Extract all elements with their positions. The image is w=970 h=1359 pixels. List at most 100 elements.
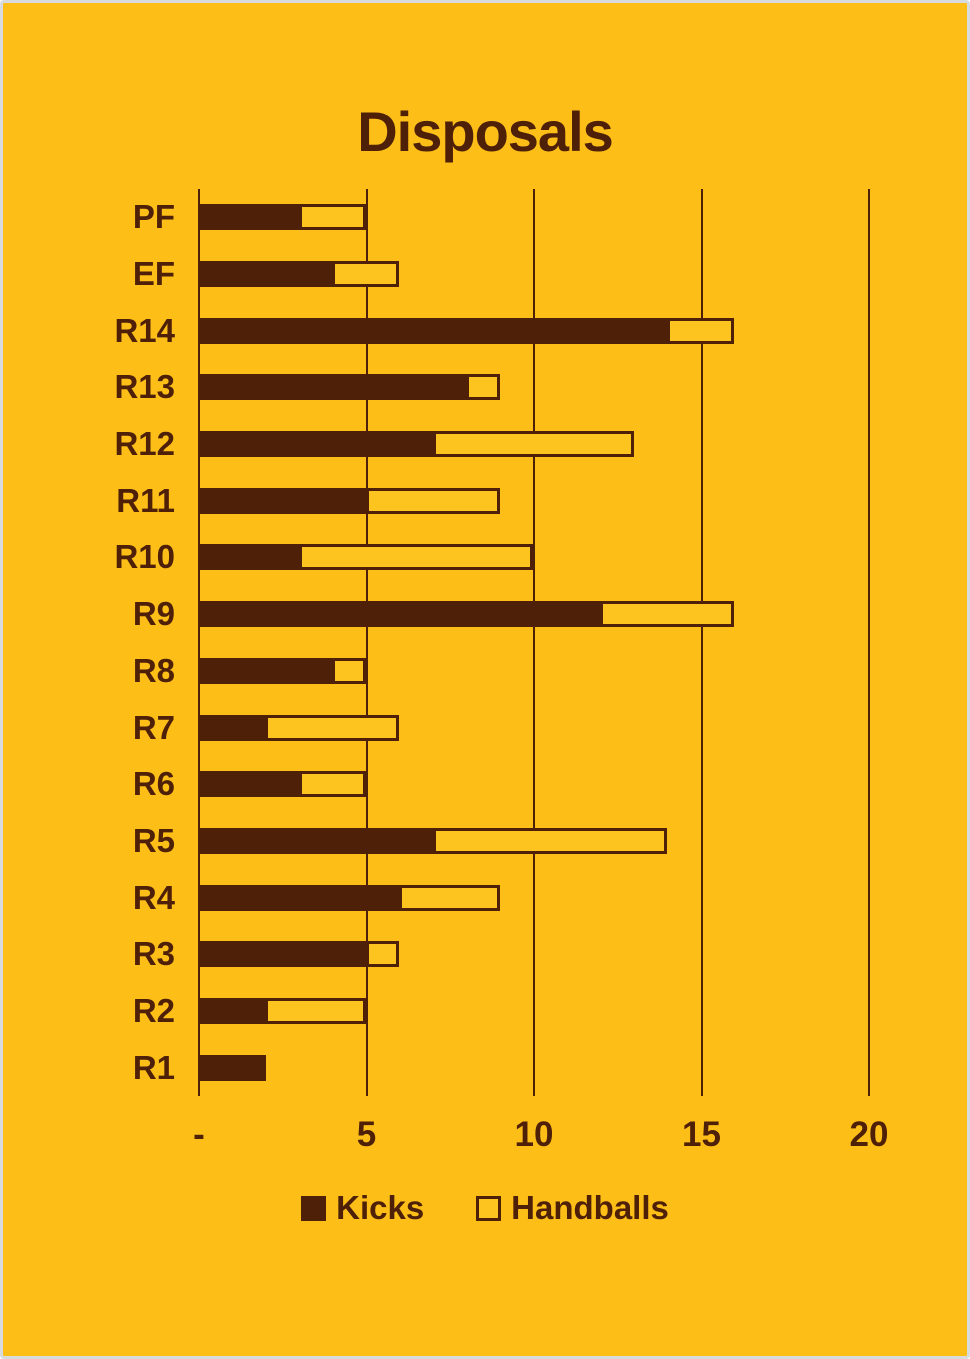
gridline-20 xyxy=(868,189,870,1096)
handballs-segment-R2 xyxy=(265,997,366,1024)
bar-row-PF xyxy=(199,204,869,231)
bar-row-R9 xyxy=(199,601,869,628)
stacked-bar-R9 xyxy=(199,601,734,628)
bar-row-EF xyxy=(199,261,869,288)
legend: Kicks Handballs xyxy=(3,1189,967,1227)
handballs-segment-R12 xyxy=(432,431,634,458)
bar-row-R2 xyxy=(199,997,869,1024)
stacked-bar-R2 xyxy=(199,997,366,1024)
stacked-bar-R8 xyxy=(199,657,366,684)
category-label-R4: R4 xyxy=(132,878,175,916)
bar-row-R13 xyxy=(199,374,869,401)
handballs-segment-R6 xyxy=(298,771,366,798)
kicks-segment-R7 xyxy=(199,714,266,741)
kicks-segment-R8 xyxy=(199,657,333,684)
kicks-segment-EF xyxy=(199,261,333,288)
stacked-bar-R14 xyxy=(199,317,734,344)
category-label-R9: R9 xyxy=(132,595,175,633)
stacked-bar-EF xyxy=(199,261,399,288)
stacked-bar-R10 xyxy=(199,544,533,571)
bar-row-R4 xyxy=(199,884,869,911)
gridline-15 xyxy=(700,189,703,1096)
handballs-segment-R13 xyxy=(466,374,500,401)
x-axis-labels: - 5 10 15 20 xyxy=(3,1115,967,1165)
kicks-segment-R12 xyxy=(199,431,434,458)
stacked-bar-R4 xyxy=(199,884,500,911)
bar-row-R10 xyxy=(199,544,869,571)
stacked-bar-R12 xyxy=(199,431,634,458)
legend-label-kicks: Kicks xyxy=(336,1189,425,1226)
stacked-bar-R3 xyxy=(199,941,399,968)
handballs-segment-R4 xyxy=(399,884,500,911)
bar-row-R11 xyxy=(199,487,869,514)
legend-label-handballs: Handballs xyxy=(511,1189,669,1226)
category-label-R1: R1 xyxy=(132,1048,175,1086)
handballs-segment-R5 xyxy=(432,827,667,854)
kicks-segment-R1 xyxy=(199,1054,266,1081)
category-label-R13: R13 xyxy=(114,368,175,406)
bar-row-R1 xyxy=(199,1054,869,1081)
kicks-segment-PF xyxy=(199,204,300,231)
kicks-segment-R6 xyxy=(199,771,300,798)
gridline-5 xyxy=(365,189,368,1096)
kicks-segment-R13 xyxy=(199,374,467,401)
category-label-R12: R12 xyxy=(114,425,175,463)
stacked-bar-R5 xyxy=(199,827,667,854)
gridline-10 xyxy=(533,189,535,1096)
x-tick-label--: - xyxy=(193,1115,205,1154)
x-tick-label-5: 5 xyxy=(356,1115,377,1154)
x-tick-label-20: 20 xyxy=(849,1115,889,1154)
stacked-bar-R6 xyxy=(199,771,366,798)
legend-item-handballs: Handballs xyxy=(476,1189,669,1227)
category-label-R8: R8 xyxy=(132,651,175,689)
kicks-segment-R4 xyxy=(199,884,400,911)
kicks-segment-R14 xyxy=(199,317,668,344)
kicks-segment-R2 xyxy=(199,997,266,1024)
chart-title: Disposals xyxy=(357,100,614,163)
handballs-segment-R3 xyxy=(365,941,399,968)
stacked-bar-R13 xyxy=(199,374,500,401)
category-label-R7: R7 xyxy=(132,708,175,746)
stacked-bar-R7 xyxy=(199,714,399,741)
plot-area xyxy=(198,189,870,1096)
kicks-segment-R9 xyxy=(199,601,601,628)
handballs-segment-R8 xyxy=(332,657,366,684)
kicks-swatch-icon xyxy=(301,1195,327,1221)
handballs-swatch-icon xyxy=(476,1195,502,1221)
bar-row-R14 xyxy=(199,317,869,344)
handballs-segment-PF xyxy=(298,204,366,231)
bar-row-R7 xyxy=(199,714,869,741)
kicks-segment-R3 xyxy=(199,941,367,968)
gridline-- xyxy=(198,189,200,1096)
category-label-R6: R6 xyxy=(132,765,175,803)
legend-item-kicks: Kicks xyxy=(301,1189,424,1227)
category-label-R3: R3 xyxy=(132,935,175,973)
kicks-segment-R5 xyxy=(199,827,434,854)
handballs-segment-R7 xyxy=(265,714,399,741)
category-label-EF: EF xyxy=(132,255,175,293)
bar-row-R12 xyxy=(199,431,869,458)
bar-row-R8 xyxy=(199,657,869,684)
handballs-segment-R10 xyxy=(298,544,533,571)
category-label-PF: PF xyxy=(132,198,175,236)
category-label-R14: R14 xyxy=(114,311,175,349)
handballs-segment-R14 xyxy=(667,317,734,344)
category-label-R2: R2 xyxy=(132,991,175,1029)
category-label-R5: R5 xyxy=(132,821,175,859)
x-tick-label-10: 10 xyxy=(514,1115,554,1154)
kicks-segment-R10 xyxy=(199,544,300,571)
category-label-R11: R11 xyxy=(116,481,175,519)
handballs-segment-EF xyxy=(332,261,399,288)
x-tick-label-15: 15 xyxy=(682,1115,721,1154)
bar-row-R3 xyxy=(199,941,869,968)
stacked-bar-R11 xyxy=(199,487,500,514)
kicks-segment-R11 xyxy=(199,487,367,514)
stacked-bar-PF xyxy=(199,204,366,231)
category-axis: PF EF R14 R13 R12 R11 R10 R9 R8 R7 R6 R5 R4 R3 R2 R1 xyxy=(3,189,175,1096)
handballs-segment-R11 xyxy=(365,487,500,514)
bar-row-R5 xyxy=(199,827,869,854)
stacked-bar-R1 xyxy=(199,1054,266,1081)
category-label-R10: R10 xyxy=(114,538,175,576)
bar-row-R6 xyxy=(199,771,869,798)
